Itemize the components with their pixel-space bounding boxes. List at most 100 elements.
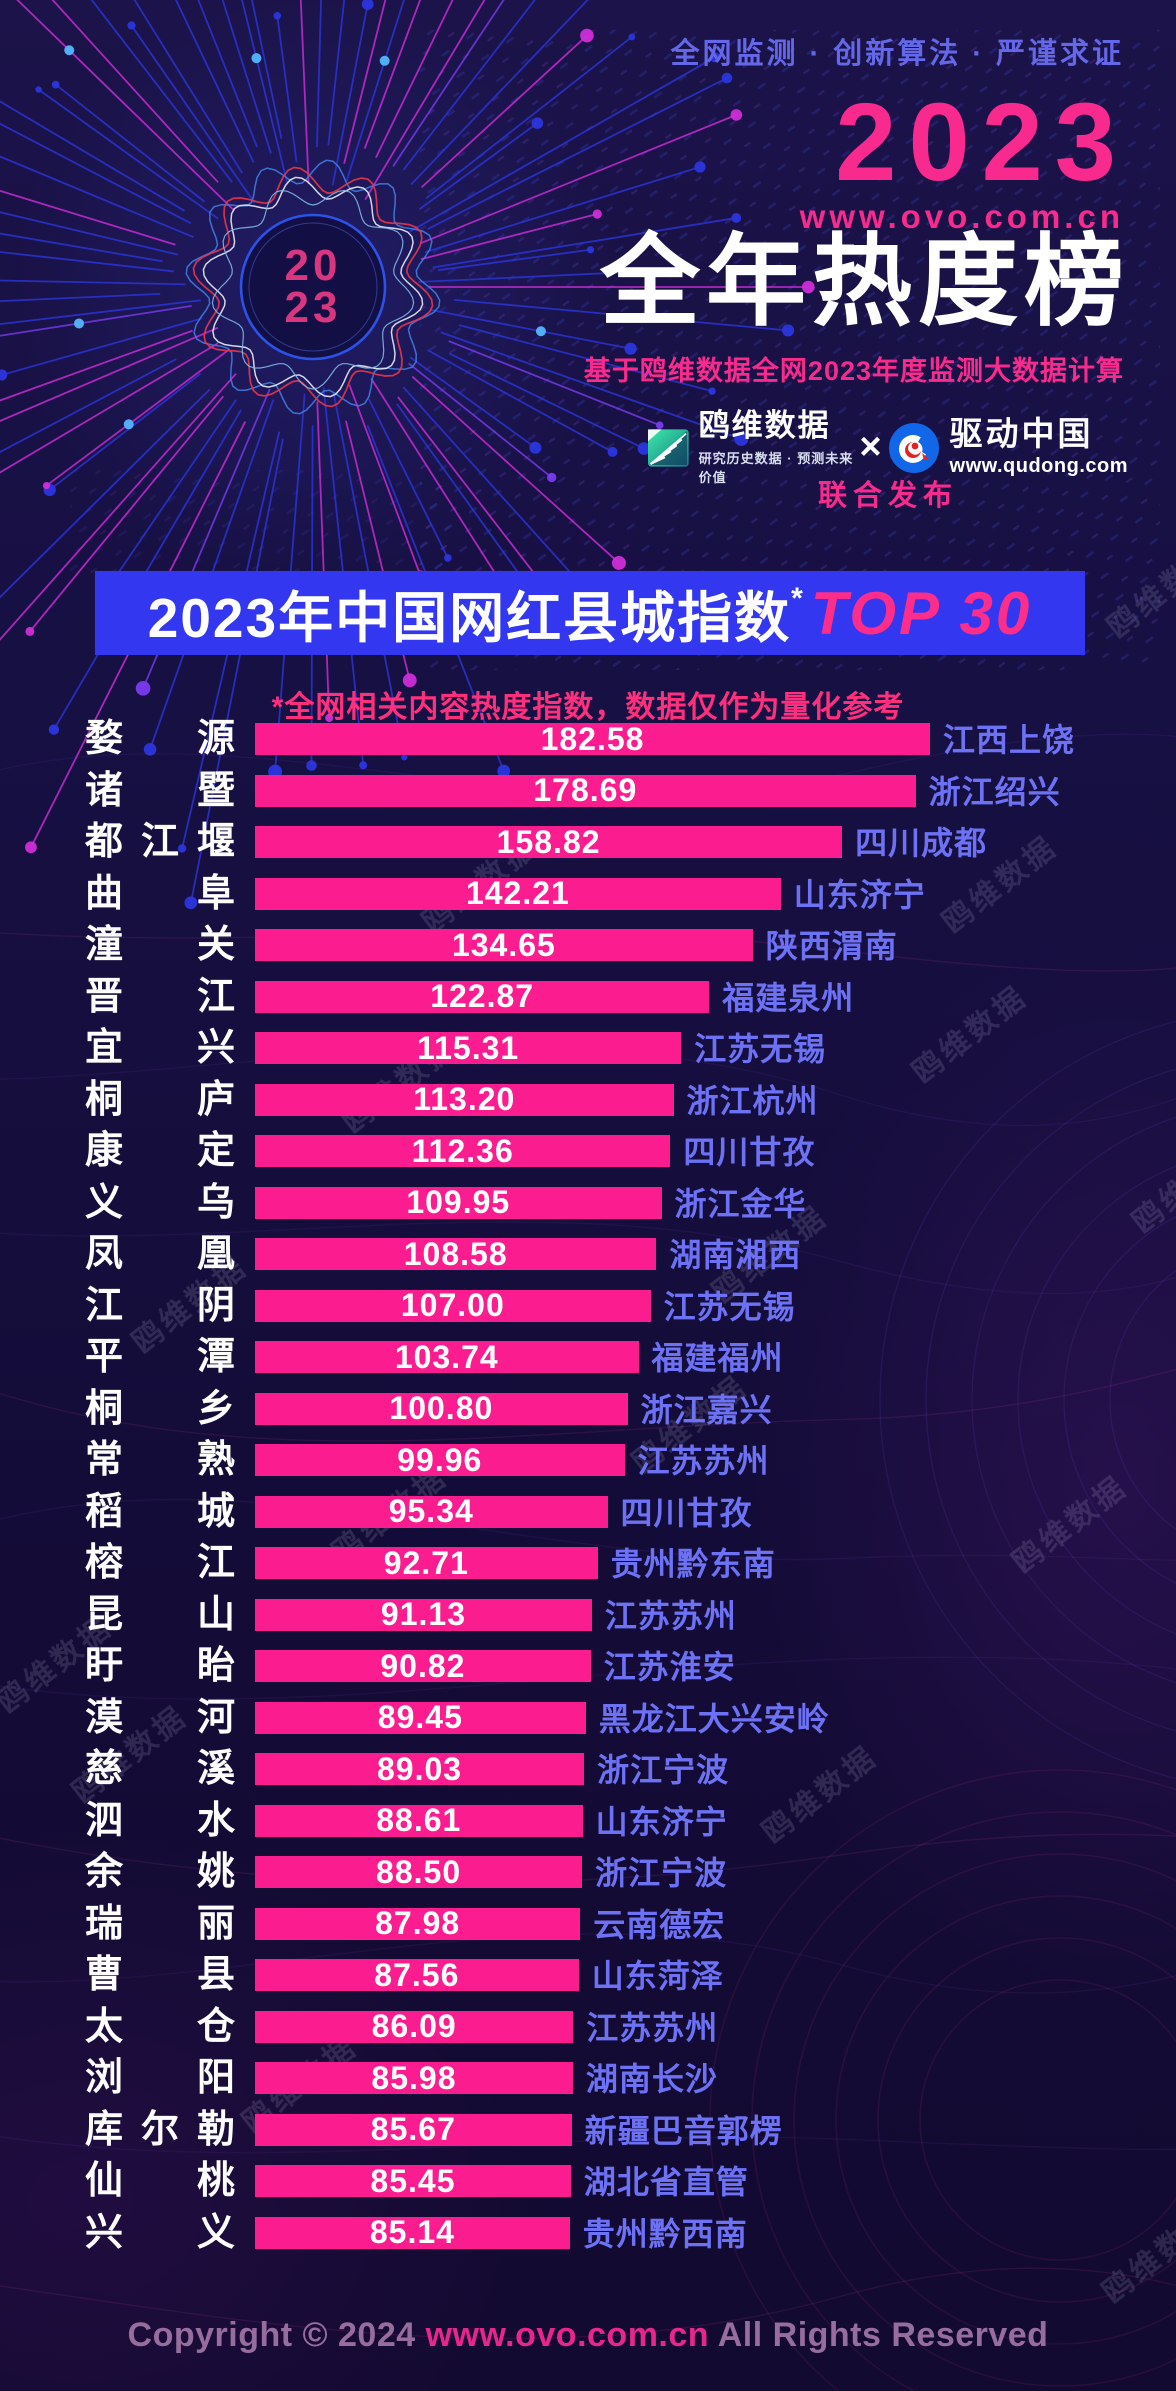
score-bar: 92.71 xyxy=(255,1545,598,1581)
county-name: 稻城 xyxy=(85,1490,235,1533)
score-bar: 182.58 xyxy=(255,720,930,757)
page-subtitle: 基于鸥维数据全网2023年度监测大数据计算 xyxy=(583,356,1124,386)
banner-asterisk: * xyxy=(791,582,803,615)
data-disclaimer-note: *全网相关内容热度指数，数据仅作为量化参考 xyxy=(271,691,905,724)
score-value: 109.95 xyxy=(406,1184,511,1220)
county-name: 曹县 xyxy=(85,1954,235,1996)
chart-row: 江阴 107.00 江苏无锡 xyxy=(0,1284,1176,1327)
chart-row: 瑞丽 87.98 云南德宏 xyxy=(0,1902,1176,1945)
banner-title: 2023年中国网红县城指数 xyxy=(147,587,792,649)
chart-row: 潼关 134.65 陕西渭南 xyxy=(0,926,1176,964)
score-value: 90.82 xyxy=(380,1647,466,1684)
score-value: 88.50 xyxy=(376,1853,462,1890)
score-bar: 107.00 xyxy=(255,1287,651,1323)
header-site-url: www.ovo.com.cn xyxy=(799,198,1124,235)
score-value: 178.69 xyxy=(533,772,638,808)
county-name: 仙桃 xyxy=(85,2160,235,2202)
chart-row: 桐庐 113.20 浙江杭州 xyxy=(0,1081,1176,1119)
region-label: 四川成都 xyxy=(855,825,988,861)
chart-row: 义乌 109.95 浙江金华 xyxy=(0,1184,1176,1222)
score-bar: 86.09 xyxy=(255,2008,574,2044)
chart-row: 泗水 88.61 山东济宁 xyxy=(0,1799,1176,1842)
chart-row: 漠河 89.45 黑龙江大兴安岭 xyxy=(0,1696,1176,1739)
score-value: 87.98 xyxy=(375,1905,461,1941)
score-bar: 115.31 xyxy=(255,1030,682,1066)
county-name: 宜兴 xyxy=(85,1027,235,1069)
region-label: 山东济宁 xyxy=(595,1803,728,1840)
score-value: 107.00 xyxy=(400,1287,505,1323)
region-label: 云南德宏 xyxy=(593,1906,726,1943)
emblem-line2: 23 xyxy=(284,283,342,332)
chart-row: 兴义 85.14 贵州黔西南 xyxy=(0,2211,1176,2254)
region-label: 浙江宁波 xyxy=(597,1752,730,1788)
score-bar: 178.69 xyxy=(255,772,916,808)
qudong-logo-site: www.qudong.com xyxy=(949,455,1128,478)
county-name: 兴义 xyxy=(85,2211,235,2254)
county-name: 榕江 xyxy=(85,1542,235,1584)
region-label: 贵州黔西南 xyxy=(582,2215,748,2252)
score-bar: 113.20 xyxy=(255,1081,674,1117)
county-name: 常熟 xyxy=(85,1439,235,1481)
score-bar: 100.80 xyxy=(255,1390,628,1426)
county-name: 婺源 xyxy=(85,718,235,760)
header-tagline: 全网监测 · 创新算法 · 严谨求证 xyxy=(670,38,1124,70)
score-bar: 87.98 xyxy=(255,1905,581,1941)
region-label: 四川甘孜 xyxy=(683,1134,816,1170)
score-bar: 158.82 xyxy=(255,824,843,860)
score-bar: 99.96 xyxy=(255,1441,625,1478)
score-bar: 122.87 xyxy=(255,978,710,1014)
score-bar: 88.61 xyxy=(255,1802,583,1838)
page-title: 全年热度榜 xyxy=(600,226,1130,338)
region-label: 浙江绍兴 xyxy=(928,773,1061,810)
score-bar: 108.58 xyxy=(255,1236,657,1272)
region-label: 江苏苏州 xyxy=(637,1443,770,1479)
ouwei-logo: 鸥维数据 研究历史数据 · 预测未来价值 xyxy=(648,409,853,486)
county-name: 昆山 xyxy=(85,1593,235,1636)
county-name: 漠河 xyxy=(85,1696,235,1739)
region-label: 江苏苏州 xyxy=(604,1597,737,1634)
region-label: 湖南长沙 xyxy=(585,2061,718,2097)
chart-row: 曲阜 142.21 山东济宁 xyxy=(0,872,1176,915)
chart-row: 太仓 86.09 江苏苏州 xyxy=(0,2008,1176,2046)
county-name: 凤凰 xyxy=(85,1233,235,1275)
region-label: 福建福州 xyxy=(651,1340,784,1376)
region-label: 浙江嘉兴 xyxy=(640,1391,773,1428)
chart-row: 康定 112.36 四川甘孜 xyxy=(0,1132,1176,1170)
emblem-line1: 20 xyxy=(284,241,342,291)
county-name: 江阴 xyxy=(85,1284,235,1327)
county-name: 平潭 xyxy=(85,1336,235,1378)
score-value: 182.58 xyxy=(540,720,645,757)
header-year: 2023 xyxy=(835,81,1128,204)
score-value: 95.34 xyxy=(388,1493,474,1529)
score-value: 85.98 xyxy=(371,2059,457,2096)
score-bar: 112.36 xyxy=(255,1132,671,1169)
chart-row: 凤凰 108.58 湖南湘西 xyxy=(0,1233,1176,1275)
chart-row: 昆山 91.13 江苏苏州 xyxy=(0,1593,1176,1636)
score-value: 86.09 xyxy=(371,2008,457,2044)
score-bar: 95.34 xyxy=(255,1493,608,1529)
score-bar: 134.65 xyxy=(255,927,753,963)
chart-row: 曹县 87.56 山东菏泽 xyxy=(0,1954,1176,1996)
chart-row: 浏阳 85.98 湖南长沙 xyxy=(0,2059,1176,2097)
score-value: 99.96 xyxy=(397,1441,483,1478)
score-bar: 85.67 xyxy=(255,2111,572,2147)
copyright-suffix: All Rights Reserved xyxy=(709,2316,1049,2354)
chart-row: 榕江 92.71 贵州黔东南 xyxy=(0,1542,1176,1584)
score-value: 103.74 xyxy=(394,1338,499,1375)
score-bar: 90.82 xyxy=(255,1647,591,1684)
county-name: 泗水 xyxy=(85,1799,235,1842)
score-bar: 91.13 xyxy=(255,1596,592,1632)
score-value: 89.45 xyxy=(377,1699,463,1735)
score-bar: 88.50 xyxy=(255,1853,583,1890)
region-label: 四川甘孜 xyxy=(620,1494,753,1531)
ouwei-logo-icon xyxy=(648,429,689,467)
county-name: 曲阜 xyxy=(85,872,235,915)
county-name: 瑞丽 xyxy=(85,1902,235,1945)
region-label: 新疆巴音郭楞 xyxy=(584,2112,783,2149)
score-bar: 89.45 xyxy=(255,1699,586,1735)
score-value: 112.36 xyxy=(411,1132,514,1169)
chart-row: 宜兴 115.31 江苏无锡 xyxy=(0,1027,1176,1069)
chart-row: 盱眙 90.82 江苏淮安 xyxy=(0,1647,1176,1685)
